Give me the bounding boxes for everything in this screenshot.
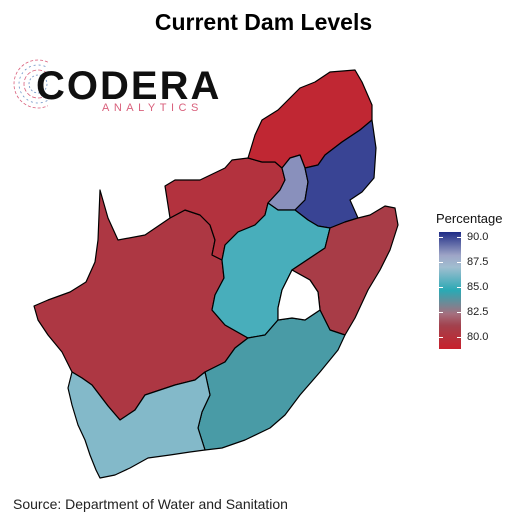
legend-label: 90.0 [467,231,489,243]
legend-label: 87.5 [467,256,489,268]
logo-wordmark: CODERA [36,64,222,108]
source-note: Source: Department of Water and Sanitati… [13,496,288,512]
chart-title: Current Dam Levels [154,9,373,35]
region-western-cape[interactable] [67,371,211,479]
legend-title: Percentage [436,211,503,226]
legend-label: 82.5 [467,306,489,318]
codera-logo: CODERA ANALYTICS [8,50,219,120]
legend: Percentage 90.0 87.5 85.0 82.5 80.0 [436,211,503,349]
legend-label: 80.0 [467,331,489,343]
logo-subtitle: ANALYTICS [102,102,203,114]
legend-label: 85.0 [467,281,489,293]
lesotho [277,269,321,321]
logo-swirl-icon [13,59,48,109]
legend-colorbar [439,232,461,349]
